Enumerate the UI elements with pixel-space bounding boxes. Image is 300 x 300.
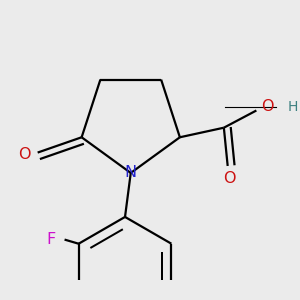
- Text: O: O: [261, 99, 273, 114]
- Text: H: H: [287, 100, 298, 114]
- Text: O: O: [223, 171, 236, 186]
- Text: O: O: [18, 147, 31, 162]
- Text: N: N: [125, 166, 137, 181]
- Text: F: F: [46, 232, 56, 247]
